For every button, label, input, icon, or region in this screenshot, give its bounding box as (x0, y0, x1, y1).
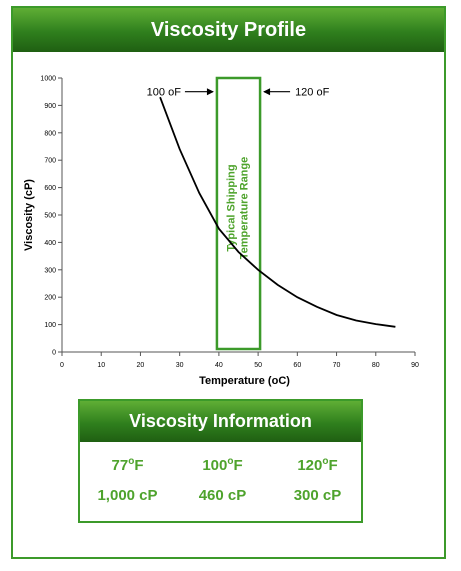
info-title: Viscosity Information (129, 411, 312, 431)
annotation-100f: 100 oF (147, 87, 182, 99)
annotation-120f: 120 oF (295, 87, 330, 99)
x-axis-label: Temperature (oC) (199, 375, 290, 387)
shipping-range-label-line1: Typical Shipping (226, 164, 238, 251)
arrow-left-icon (263, 88, 271, 96)
y-tick-label: 300 (44, 267, 56, 274)
shipping-range-box (215, 76, 262, 351)
info-column-100f: 100oF 460 cP (175, 456, 270, 504)
x-tick-label: 20 (137, 362, 145, 369)
x-tick-label: 0 (60, 362, 64, 369)
info-temp-unit: F (328, 457, 338, 474)
y-tick-label: 700 (44, 158, 56, 165)
viscosity-chart: 0 100 200 300 400 500 600 700 800 900 1000 0 10 20 30 4… (23, 76, 419, 388)
shipping-range-label-line2: Temperature Range (239, 157, 251, 260)
y-tick-label: 0 (52, 350, 56, 357)
y-axis-label: Viscosity (cP) (23, 179, 35, 251)
y-tick-label: 100 (44, 322, 56, 329)
y-tick-label: 200 (44, 295, 56, 302)
viscosity-info-box: Viscosity Information 77oF 1,000 cP 100o… (78, 399, 363, 523)
x-tick-label: 80 (372, 362, 380, 369)
y-tick-label: 500 (44, 213, 56, 220)
info-viscosity-value: 300 cP (293, 487, 342, 504)
y-tick-label: 900 (44, 103, 56, 110)
info-column-120f: 120oF 300 cP (270, 456, 365, 504)
y-tick-label: 1000 (40, 76, 56, 83)
arrow-right-icon (206, 88, 214, 96)
x-tick-label: 40 (215, 362, 223, 369)
info-header: Viscosity Information (80, 401, 361, 442)
info-temp-unit: F (233, 457, 243, 474)
info-temp-unit: F (134, 457, 144, 474)
x-tick-label: 90 (411, 362, 419, 369)
card-header: Viscosity Profile (13, 8, 444, 52)
viscosity-profile-card: Viscosity Profile 0 100 200 300 400 500 600 700… (11, 6, 446, 559)
x-tick-label: 10 (97, 362, 105, 369)
y-tick-label: 600 (44, 185, 56, 192)
card-title: Viscosity Profile (150, 18, 307, 41)
x-tick-label: 60 (293, 362, 301, 369)
x-tick-label: 50 (254, 362, 262, 369)
x-tick-label: 30 (176, 362, 184, 369)
info-column-77f: 77oF 1,000 cP (80, 456, 175, 504)
y-tick-label: 400 (44, 240, 56, 247)
info-temp-value: 77 (111, 457, 129, 474)
info-viscosity-value: 1,000 cP (97, 487, 158, 504)
y-tick-label: 800 (44, 130, 56, 137)
x-tick-label: 70 (333, 362, 341, 369)
info-viscosity-value: 460 cP (198, 487, 247, 504)
viscosity-curve (159, 96, 396, 328)
info-temp-value: 120 (297, 457, 323, 474)
info-temp-value: 100 (202, 457, 228, 474)
